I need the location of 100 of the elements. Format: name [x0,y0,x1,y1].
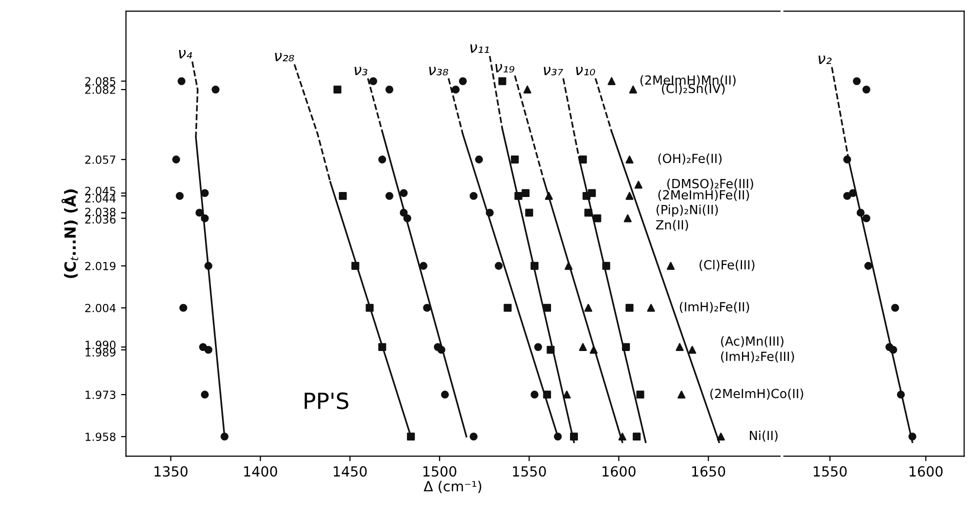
x-tick-label: 1600 [602,466,636,477]
point [200,390,209,399]
point [378,343,386,351]
series-label: ν₁₁ [470,44,489,53]
point [423,304,431,312]
point [856,208,865,217]
point [624,214,632,222]
series-label: ν₄ [178,50,192,58]
point [629,86,638,94]
series-label: ν₁₀ [576,66,596,76]
point [530,262,538,270]
series-label: ν₃₈ [429,66,448,76]
y-axis-title: (C$_{t}$...N) (Å) [62,189,78,278]
point [403,214,412,222]
annotation: (ImH)₂Fe(III) [721,351,794,363]
annotation: (ImH)₂Fe(II) [680,302,750,313]
y-tick-label: 1.989 [86,348,116,357]
y-tick-label: 2.057 [85,155,116,164]
series-label: ν₃₇ [544,66,564,76]
point [636,390,644,399]
point [562,390,571,399]
y-tick-label: 2.082 [85,86,116,94]
point [338,192,347,200]
point [544,192,553,200]
point [470,432,478,441]
y-tick-label: 1.958 [86,432,116,441]
point [366,304,374,312]
y-tick-label: 2.045 [85,186,116,196]
x-tick-label: 1550 [513,466,546,477]
annotation: (2MeImH)Fe(II) [658,190,749,201]
point [419,262,428,270]
point [678,390,686,399]
point [498,77,506,86]
point [862,86,870,94]
point [543,390,552,399]
point [369,77,378,86]
point [843,192,852,200]
point [400,189,408,198]
point [647,304,655,312]
point [852,77,861,86]
point [534,343,542,351]
point [554,432,562,441]
point [333,86,342,94]
point [200,189,209,198]
point [570,432,578,441]
point [618,432,626,441]
annotation: (Pip)₂Ni(II) [656,204,718,217]
annotation: (DMSO)₂Fe(III) [667,178,754,190]
y-tick-label: 1.973 [86,390,116,399]
point [543,304,552,312]
point [530,390,538,399]
annotation: (2MeImH)Co(II) [710,388,804,400]
point [200,214,209,222]
point [440,390,449,399]
point [178,77,186,86]
point [622,343,630,351]
point [452,86,460,94]
point [458,77,467,86]
x-tick-label: 1600 [910,466,943,477]
annotation: Ni(II) [750,430,778,442]
x-axis-title: Δ (cm⁻¹) [424,480,482,494]
point [470,192,478,200]
series-label: ν₃ [354,66,368,76]
point [406,432,415,441]
point [626,156,634,164]
point [891,304,900,312]
point [584,208,592,217]
point [632,432,641,441]
point [176,192,184,200]
annotation: Zn(II) [656,220,688,232]
point [400,208,408,217]
annotation: (Ac)Mn(III) [721,336,784,348]
point [688,346,696,354]
series-label: ν₁₉ [495,64,514,73]
point [843,156,852,164]
annotation: (OH)₂Fe(II) [658,153,722,165]
point [385,86,394,94]
series-label: ν₂₈ [274,52,294,62]
x-tick-label: 1400 [244,466,278,477]
point [522,189,530,198]
point [504,304,512,312]
point [896,390,905,399]
point [212,86,220,94]
point [546,346,555,354]
point [525,208,534,217]
point [475,156,483,164]
point [588,189,596,198]
y-tick-label: 2.085 [85,77,116,86]
point [666,262,675,270]
point [204,262,212,270]
point [564,262,573,270]
point [634,180,642,189]
x-tick-label: 1650 [692,466,726,477]
point [494,262,503,270]
point [172,156,180,164]
x-tick-label: 1450 [334,466,367,477]
x-tick-label: 1350 [154,466,188,477]
point [179,304,188,312]
y-tick-label: 2.019 [85,262,116,270]
point [626,192,634,200]
